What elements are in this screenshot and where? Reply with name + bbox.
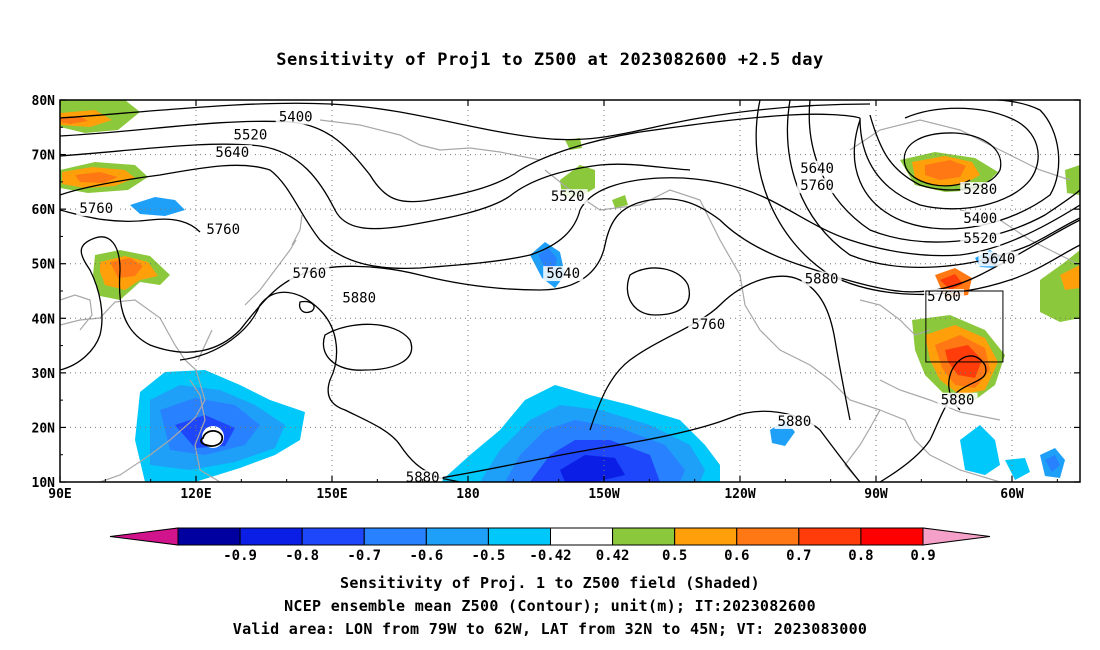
contour-label-bg [230,127,271,143]
colorbar-label: 0.7 [786,548,811,564]
contour-label: 5880 [342,291,376,307]
colorbar-segment [612,527,676,546]
contour-label-bg [797,160,838,176]
contour-label: 5760 [800,178,834,194]
contour-label: 5280 [963,182,997,198]
contour-labels: 5400552056405760576055205640576057605880… [76,109,1019,486]
contour-label-bg [203,221,244,237]
coastlines [60,119,1080,482]
colorbar-label: 0.5 [662,548,687,564]
contour-label: 5880 [941,393,975,409]
contour-label: 5640 [546,266,580,282]
lat-tick-label: 10N [32,476,56,491]
latitude-axis: 80N 70N 60N 50N 40N 30N 20N 10N [32,94,1080,491]
contour-label: 5880 [805,272,839,288]
contour-label-bg [960,231,1001,247]
contour-label: 5520 [551,189,585,205]
contour-label: 5640 [215,145,249,161]
contour-label-bg [339,290,380,306]
contour-label: 5400 [963,211,997,227]
contour-label-bg [688,316,729,332]
lon-tick-label: 120E [180,487,211,502]
lat-tick-label: 70N [32,149,56,164]
colorbar-label: -0.6 [409,548,443,564]
contour-label-bg [774,413,815,429]
contour-label: 5760 [691,317,725,333]
lon-tick-label: 90W [864,487,888,502]
colorbar-segment [736,527,800,546]
contour-label-bg [289,266,330,282]
colorbar-label: 0.42 [596,548,630,564]
lon-tick-label: 120W [724,487,755,502]
colorbar-low-end [109,527,179,546]
lon-tick-label: 60W [1000,487,1024,502]
contour-label-bg [543,266,584,282]
contour-label-bg [275,109,316,125]
colorbar-label: -0.9 [223,548,257,564]
lat-tick-label: 50N [32,258,56,273]
colorbar-segment [487,527,551,546]
lon-tick-label: 150W [588,487,619,502]
contour-label: 5760 [292,266,326,282]
contour-label-bg [960,182,1001,198]
footer-line-2: NCEP ensemble mean Z500 (Contour); unit(… [284,597,816,615]
contour-label: 5880 [406,470,440,486]
lon-tick-label: 90E [48,487,71,502]
contour-label-bg [924,289,964,305]
colorbar-segment [177,527,241,546]
contour-label: 5520 [234,127,268,143]
colorbar-label: -0.5 [472,548,506,564]
contour-label: 5760 [927,289,961,305]
contour-label: 5520 [963,231,997,247]
colorbar-label: -0.42 [529,548,571,564]
contour-label: 5400 [279,109,313,125]
chart-title: Sensitivity of Proj1 to Z500 at 20230826… [276,50,824,70]
colorbar-label: -0.8 [285,548,319,564]
footer-line-1: Sensitivity of Proj. 1 to Z500 field (Sh… [340,574,760,592]
contour-label-bg [937,392,978,408]
contour-label: 5640 [982,251,1016,267]
contour-label-bg [547,189,588,205]
contour-label-bg [978,251,1019,267]
colorbar-segment [798,527,862,546]
longitude-axis: 90E 120E 150E 180 150W 120W 90W 60W [48,100,1058,502]
colorbar-label: 0.6 [724,548,749,564]
colorbar-segment [674,527,738,546]
colorbar: -0.9 -0.8 -0.7 -0.6 -0.5 -0.42 0.42 0.5 0.6 0.7 0.… [109,527,991,564]
lat-tick-label: 20N [32,421,56,436]
lon-tick-label: 150E [316,487,347,502]
lat-tick-label: 30N [32,367,56,382]
contour-label: 5760 [206,222,240,238]
lon-tick-label: 180 [456,487,480,502]
colorbar-segment [425,527,489,546]
colorbar-segment [301,527,365,546]
colorbar-segment [239,527,303,546]
contour-label: 5760 [79,201,113,217]
footer-line-3: Valid area: LON from 79W to 62W, LAT fro… [232,620,868,638]
colorbar-segment [860,527,924,546]
contour-label-bg [960,210,1001,226]
contour-label-bg [76,201,117,217]
colorbar-high-end [922,527,991,546]
lat-tick-label: 60N [32,203,56,218]
contour-label-bg [801,271,842,287]
contour-label: 5880 [778,414,812,430]
contour-label-bg [212,144,253,160]
colorbar-label: -0.7 [347,548,381,564]
lat-tick-label: 40N [32,312,56,327]
colorbar-label: 0.8 [848,548,873,564]
colorbar-segment [550,527,614,546]
colorbar-label: 0.9 [910,548,935,564]
valid-area-box [925,290,1004,363]
lat-tick-label: 80N [32,94,56,109]
contour-label: 5640 [800,161,834,177]
colorbar-segment [363,527,427,546]
contour-label-bg [797,178,838,194]
